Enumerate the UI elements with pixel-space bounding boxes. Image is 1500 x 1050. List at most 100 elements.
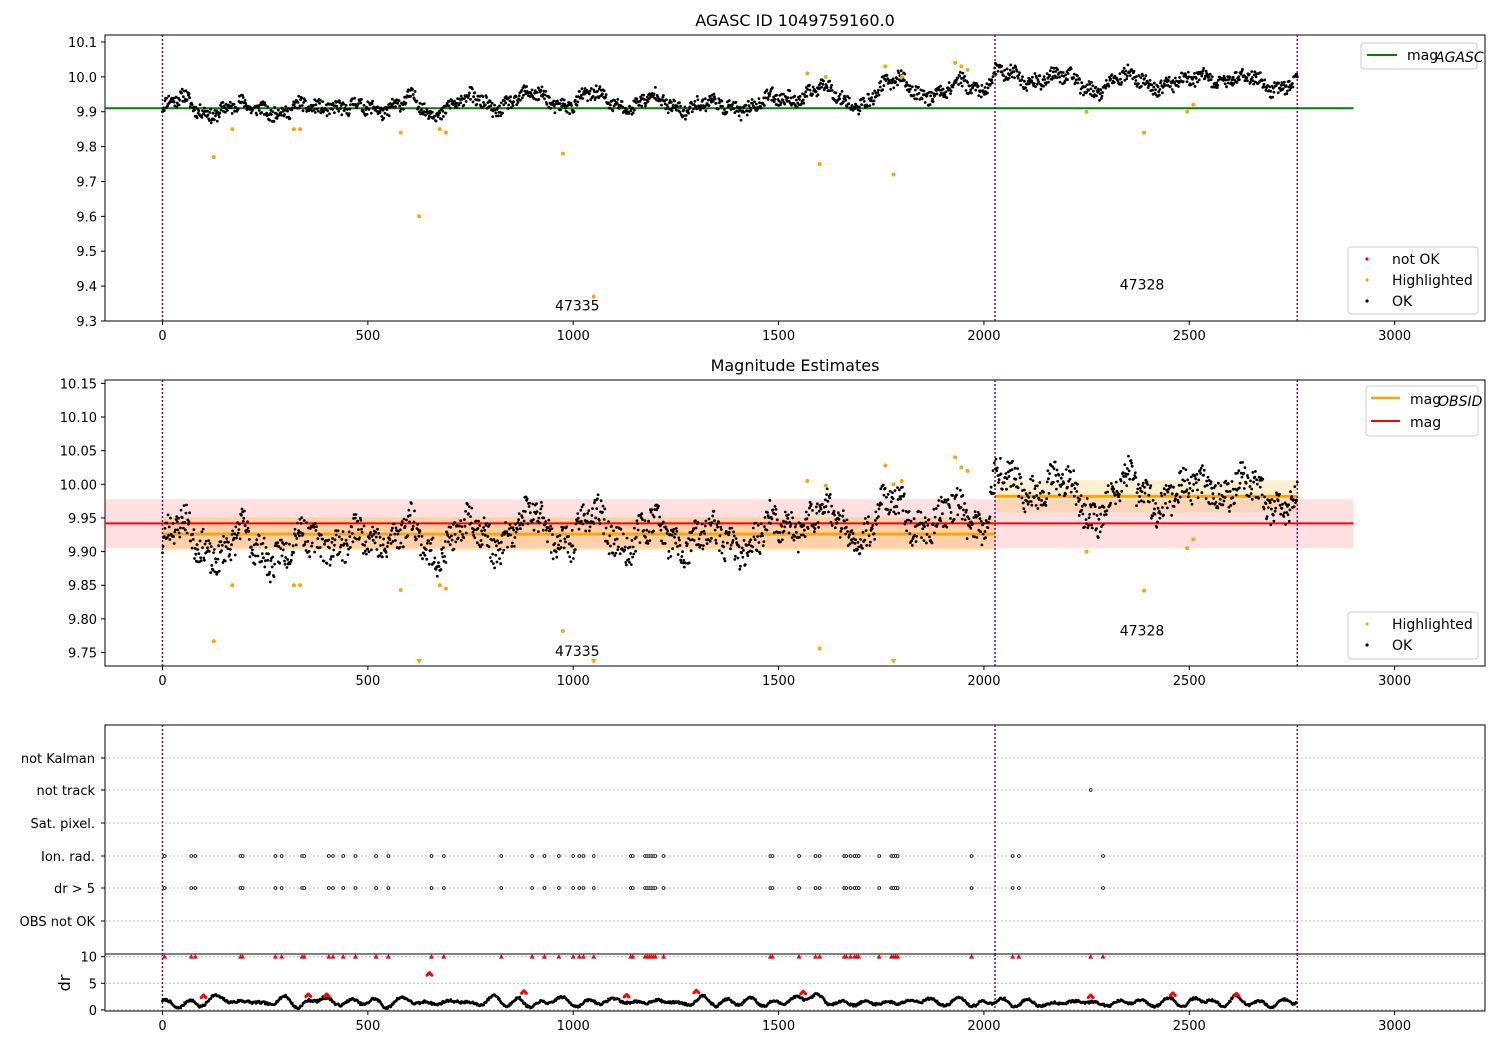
ok-point xyxy=(1295,480,1299,484)
ok-point xyxy=(364,108,368,111)
ok-point xyxy=(1230,480,1234,483)
ok-point xyxy=(840,527,844,531)
ok-point xyxy=(180,91,184,95)
ok-point xyxy=(225,109,229,112)
highlighted-point xyxy=(211,639,216,644)
ok-point xyxy=(632,552,636,556)
ok-point xyxy=(806,88,809,91)
ok-point xyxy=(334,533,338,537)
ok-point xyxy=(782,529,786,533)
ok-point xyxy=(348,107,352,111)
ok-point xyxy=(633,526,636,530)
ok-point xyxy=(910,544,914,547)
ok-point xyxy=(843,96,847,100)
ok-point xyxy=(850,104,854,107)
ok-point xyxy=(1038,481,1042,484)
ok-point xyxy=(172,535,176,538)
ok-point xyxy=(490,101,494,105)
ok-point xyxy=(832,509,836,513)
ok-point xyxy=(381,555,384,559)
ok-point xyxy=(1249,492,1253,495)
ok-point xyxy=(771,86,774,90)
ok-point xyxy=(403,524,407,528)
ok-point xyxy=(473,536,477,540)
ok-point xyxy=(539,507,543,511)
ok-point xyxy=(1032,82,1036,85)
panel-dr-frame xyxy=(104,953,1486,1012)
ok-point xyxy=(777,99,781,103)
ok-point xyxy=(862,96,865,100)
ok-point xyxy=(790,511,793,514)
ok-point xyxy=(356,519,360,523)
ok-point xyxy=(1212,497,1215,500)
ok-point xyxy=(422,102,426,105)
ok-point xyxy=(630,539,634,542)
ok-point xyxy=(381,543,385,547)
ok-point xyxy=(1184,468,1188,471)
ok-point xyxy=(1214,500,1218,504)
ok-point xyxy=(606,542,610,545)
ok-point xyxy=(413,509,416,513)
ok-point xyxy=(167,525,171,529)
ok-point xyxy=(231,529,235,533)
ok-point xyxy=(506,545,509,549)
ok-point xyxy=(789,523,793,526)
ok-point xyxy=(891,497,895,500)
ok-point xyxy=(608,534,612,538)
ok-point xyxy=(845,518,849,522)
ok-point xyxy=(856,541,860,544)
ok-point xyxy=(180,87,184,91)
ok-point xyxy=(502,103,506,107)
ok-point xyxy=(189,539,193,543)
ok-point xyxy=(207,539,211,542)
ok-point xyxy=(642,529,646,532)
ok-point xyxy=(427,117,430,120)
ok-point xyxy=(400,523,403,527)
ok-point xyxy=(1194,481,1198,485)
ok-point xyxy=(271,110,275,113)
ok-point xyxy=(599,499,603,503)
legend-label: Highlighted xyxy=(1392,273,1473,289)
highlighted-point xyxy=(883,463,888,468)
ok-point xyxy=(803,535,807,538)
ok-point xyxy=(577,527,581,531)
ok-point xyxy=(477,98,481,102)
x-tick-label: 3000 xyxy=(1378,329,1411,344)
ok-point xyxy=(413,90,417,93)
ok-point xyxy=(204,539,208,543)
ok-point xyxy=(973,535,976,539)
ok-point xyxy=(844,525,848,529)
ok-point xyxy=(1084,503,1087,507)
ok-point xyxy=(907,90,911,94)
flag-point xyxy=(353,854,358,858)
ok-point xyxy=(714,541,718,545)
ok-point xyxy=(406,534,410,537)
ok-point xyxy=(1064,468,1068,471)
ok-point xyxy=(699,104,703,108)
ok-point xyxy=(373,541,377,545)
ok-point xyxy=(814,90,818,93)
ok-point xyxy=(475,103,479,106)
ok-point xyxy=(719,525,723,529)
ok-point xyxy=(320,533,323,537)
ok-point xyxy=(1241,68,1244,71)
ok-point xyxy=(482,101,485,104)
ok-point xyxy=(1072,76,1076,80)
ok-point xyxy=(856,548,859,551)
ok-point xyxy=(304,549,308,552)
ok-point xyxy=(198,539,202,543)
ok-point xyxy=(1292,505,1296,509)
ok-point xyxy=(472,533,475,537)
highlighted-point xyxy=(1084,549,1089,554)
ok-point xyxy=(1196,496,1200,500)
ok-point xyxy=(718,549,721,552)
ok-point xyxy=(1254,75,1258,79)
ok-point xyxy=(296,521,299,525)
ok-point xyxy=(846,95,849,98)
ok-point xyxy=(628,545,632,549)
ok-point xyxy=(778,531,782,534)
ok-point xyxy=(1271,95,1275,99)
ok-point xyxy=(161,551,164,555)
ok-point xyxy=(747,104,751,108)
y-tick-label: 9.3 xyxy=(76,315,97,330)
